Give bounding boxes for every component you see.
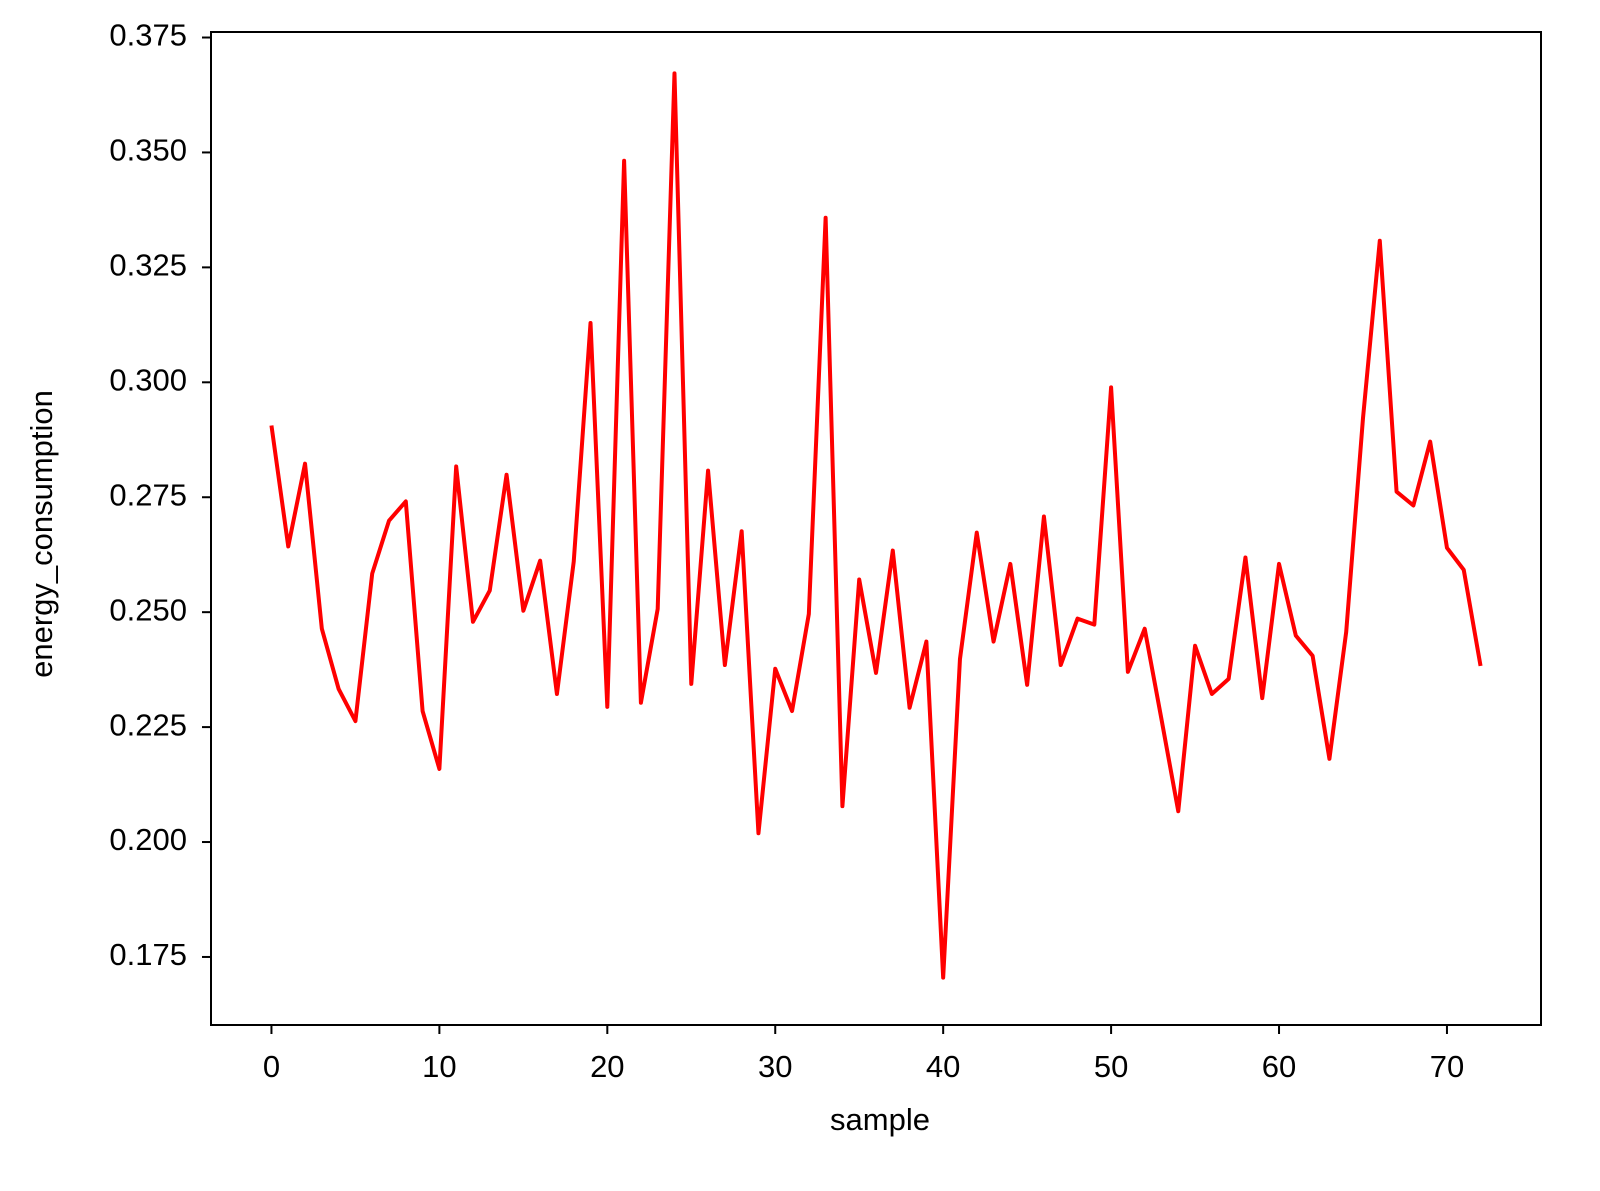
- y-tick-label: 0.350: [109, 133, 187, 168]
- data-line: [269, 71, 1483, 980]
- y-tick-label: 0.275: [109, 477, 187, 512]
- y-tick-label: 0.300: [109, 362, 187, 397]
- y-axis-label: energy_consumption: [24, 390, 59, 678]
- y-tick-label: 0.225: [109, 707, 187, 742]
- x-tick-label: 40: [926, 1049, 960, 1084]
- x-tick-label: 20: [590, 1049, 624, 1084]
- x-tick-label: 50: [1094, 1049, 1128, 1084]
- x-tick-label: 30: [758, 1049, 792, 1084]
- y-tick-label: 0.175: [109, 937, 187, 972]
- plot-frame: [210, 31, 1542, 1026]
- x-tick-label: 70: [1430, 1049, 1464, 1084]
- y-tick-label: 0.200: [109, 822, 187, 857]
- x-tick-label: 10: [422, 1049, 456, 1084]
- x-tick-label: 60: [1262, 1049, 1296, 1084]
- y-tick-label: 0.250: [109, 592, 187, 627]
- y-tick-label: 0.325: [109, 248, 187, 283]
- x-axis-label: sample: [830, 1102, 930, 1137]
- x-tick-label: 0: [263, 1049, 280, 1084]
- y-tick-label: 0.375: [109, 18, 187, 53]
